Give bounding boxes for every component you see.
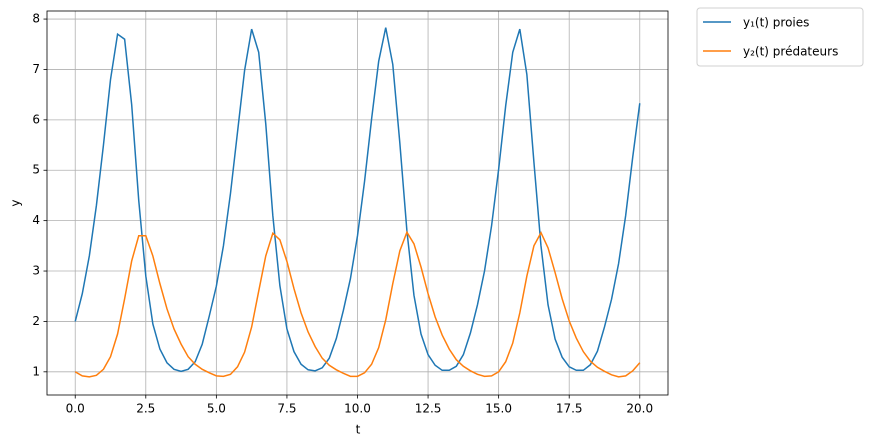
y-tick-label: 6	[32, 112, 40, 126]
series-line	[74, 230, 641, 378]
x-tick-label: 0.0	[66, 402, 85, 416]
x-tick-label: 5.0	[207, 402, 226, 416]
x-tick-label: 2.5	[136, 402, 155, 416]
y-tick-label: 4	[32, 213, 40, 227]
y-axis-label: y	[9, 199, 23, 206]
x-tick-label: 20.0	[626, 402, 653, 416]
y-tick-label: 2	[32, 314, 40, 328]
series-line	[74, 27, 641, 373]
y-tick-label: 1	[32, 364, 40, 378]
legend-label: y₁(t) proies	[743, 16, 809, 30]
legend-label: y₂(t) prédateurs	[743, 45, 838, 59]
x-tick-label: 7.5	[277, 402, 296, 416]
y-tick-label: 8	[32, 12, 40, 26]
y-tick-label: 3	[32, 264, 40, 278]
legend: y₁(t) proies y₂(t) prédateurs	[696, 7, 864, 67]
legend-box	[696, 7, 864, 67]
x-tick-label: 15.0	[485, 402, 512, 416]
x-tick-label: 10.0	[344, 402, 371, 416]
x-tick-label: 17.5	[556, 402, 583, 416]
y-tick-label: 7	[32, 62, 40, 76]
y-tick-label: 5	[32, 163, 40, 177]
x-axis-label: t	[356, 423, 361, 437]
plot-frame	[46, 10, 669, 396]
x-tick-label: 12.5	[415, 402, 442, 416]
